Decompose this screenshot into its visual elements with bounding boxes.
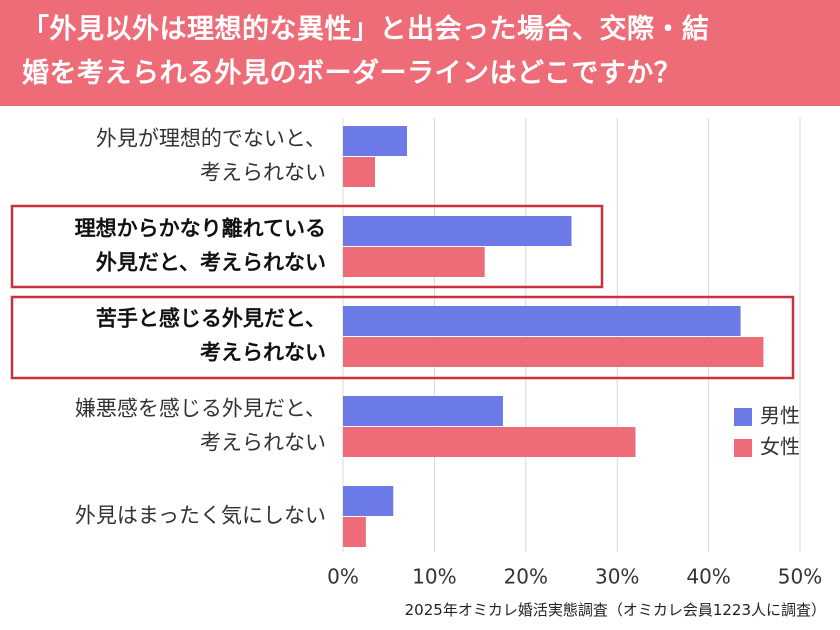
category-label-1-1: 外見だと、考えられない	[96, 251, 326, 275]
category-label-1-0: 理想からかなり離れている	[75, 217, 326, 241]
highlight-box-2	[10, 295, 795, 380]
bar-male-3	[343, 396, 503, 426]
bar-female-1	[343, 247, 485, 277]
legend-label-male: 男性	[760, 404, 800, 428]
category-label-0-0: 外見が理想的でないと、	[96, 127, 326, 151]
bar-male-4	[343, 486, 394, 516]
bar-female-4	[343, 517, 366, 547]
tick-label-2: 20%	[504, 565, 548, 589]
category-label-2-1: 考えられない	[200, 341, 326, 365]
bar-female-3	[343, 427, 636, 457]
chart-title-line-2: 婚を考えられる外見のボーダーラインはどこですか？	[22, 58, 682, 89]
category-label-0-1: 考えられない	[200, 161, 326, 185]
category-label-4-0: 外見はまったく気にしない	[75, 504, 326, 528]
category-label-3-0: 嫌悪感を感じる外見だと、	[75, 397, 326, 421]
category-label-2-0: 苦手と感じる外見だと、	[96, 307, 326, 331]
chart-title-line-1: 「外見以外は理想的な異性」と出会った場合、交際・結	[22, 14, 710, 45]
tick-label-0: 0%	[327, 565, 359, 589]
tick-label-5: 50%	[778, 565, 822, 589]
chart-title: 「外見以外は理想的な異性」と出会った場合、交際・結 婚を考えられる外見のボーダー…	[0, 0, 840, 106]
tick-label-3: 30%	[595, 565, 639, 589]
source-note: 2025年オミカレ婚活実態調査（オミカレ会員1223人に調査）	[404, 601, 826, 619]
bar-male-0	[343, 126, 407, 156]
category-label-3-1: 考えられない	[200, 431, 326, 455]
bar-male-1	[343, 216, 572, 246]
tick-label-1: 10%	[412, 565, 456, 589]
bar-male-2	[343, 306, 741, 336]
legend-swatch-female	[734, 439, 752, 457]
legend-label-female: 女性	[760, 435, 800, 459]
bar-female-2	[343, 337, 764, 367]
bar-female-0	[343, 157, 375, 187]
legend-swatch-male	[734, 408, 752, 426]
tick-label-4: 40%	[686, 565, 730, 589]
highlight-box-1	[10, 204, 604, 289]
